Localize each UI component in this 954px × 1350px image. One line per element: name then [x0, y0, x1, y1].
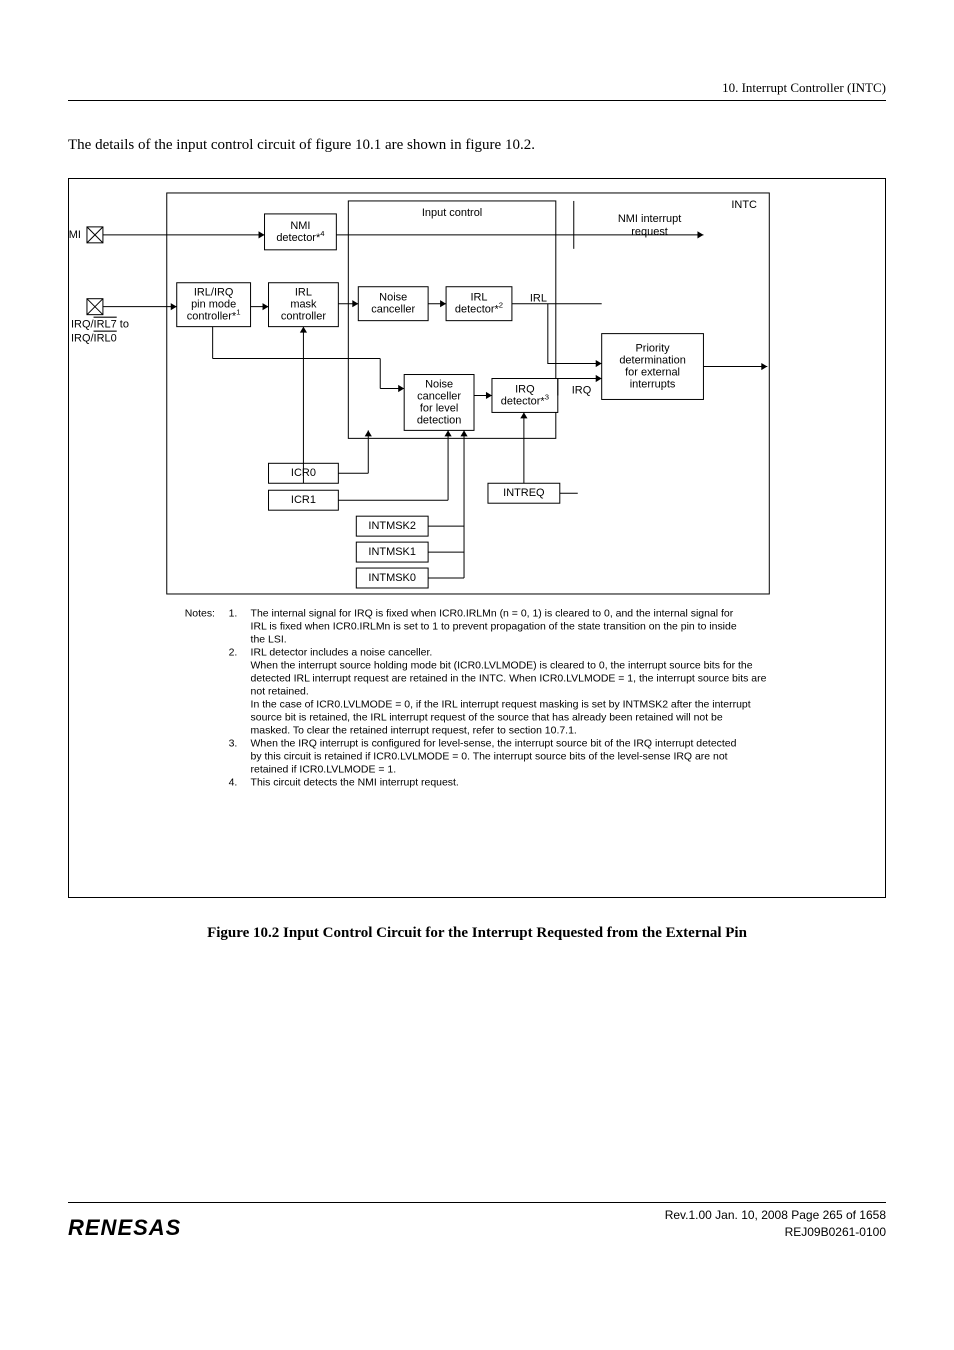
svg-text:NMI: NMI — [290, 220, 310, 232]
svg-text:When the IRQ interrupt is conf: When the IRQ interrupt is configured for… — [251, 738, 737, 749]
footer-meta: Rev.1.00 Jan. 10, 2008 Page 265 of 1658 … — [665, 1207, 886, 1241]
svg-text:NMI: NMI — [68, 229, 81, 241]
svg-text:Priority: Priority — [635, 342, 670, 354]
svg-text:not retained.: not retained. — [251, 687, 309, 698]
block-diagram: Input control INTC NMI IRQ/IRL7 toIRQ/IRL0 N… — [68, 178, 886, 898]
svg-text:for external: for external — [625, 366, 680, 378]
svg-text:canceller: canceller — [417, 390, 461, 402]
svg-text:INTREQ: INTREQ — [503, 487, 544, 499]
svg-text:IRL: IRL — [295, 287, 312, 299]
svg-text:IRL is fixed when ICR0.IRLMn i: IRL is fixed when ICR0.IRLMn is set to 1… — [251, 622, 737, 633]
svg-text:1.: 1. — [229, 609, 238, 620]
svg-text:In the case of ICR0.LVLMODE =: In the case of ICR0.LVLMODE = 0, if the … — [251, 699, 751, 710]
svg-text:3.: 3. — [229, 738, 238, 749]
svg-text:IRQ: IRQ — [572, 384, 592, 396]
svg-text:Input control: Input control — [422, 207, 482, 219]
svg-text:This circuit detects the NMI i: This circuit detects the NMI interrupt r… — [251, 777, 459, 788]
page-header: 10. Interrupt Controller (INTC) — [68, 80, 886, 101]
svg-text:the LSI.: the LSI. — [251, 635, 287, 646]
page-footer: RENESAS Rev.1.00 Jan. 10, 2008 Page 265 … — [68, 1202, 886, 1241]
svg-text:IRL: IRL — [470, 292, 487, 304]
svg-text:IRQ/IRL0: IRQ/IRL0 — [71, 332, 117, 344]
svg-text:Notes:: Notes: — [185, 609, 215, 620]
svg-text:Noise: Noise — [425, 378, 453, 390]
svg-text:2.: 2. — [229, 648, 238, 659]
svg-text:by this circuit is retained if: by this circuit is retained if ICR0.LVLM… — [251, 751, 728, 762]
svg-text:masked. To clear the retained: masked. To clear the retained interrupt … — [251, 725, 577, 736]
svg-text:INTMSK2: INTMSK2 — [368, 520, 416, 532]
footer-logo: RENESAS — [68, 1207, 181, 1241]
svg-text:INTMSK1: INTMSK1 — [368, 546, 416, 558]
svg-text:INTMSK0: INTMSK0 — [368, 572, 416, 584]
svg-text:The internal signal for IRQ is: The internal signal for IRQ is fixed whe… — [251, 609, 734, 620]
svg-text:IRL/IRQ: IRL/IRQ — [194, 287, 234, 299]
svg-text:for level: for level — [420, 402, 458, 414]
svg-text:pin mode: pin mode — [191, 299, 236, 311]
figure-caption: Figure 10.2 Input Control Circuit for th… — [68, 925, 886, 942]
svg-text:retained if ICR0.LVLMODE = 1.: retained if ICR0.LVLMODE = 1. — [251, 764, 397, 775]
svg-text:mask: mask — [290, 299, 317, 311]
svg-text:IRQ: IRQ — [515, 383, 535, 395]
svg-text:interrupts: interrupts — [630, 378, 676, 390]
footer-line2: REJ09B0261-0100 — [665, 1224, 886, 1241]
svg-text:IRQ/IRL7 to: IRQ/IRL7 to — [71, 319, 129, 331]
svg-text:detection: detection — [417, 414, 462, 426]
header-text: 10. Interrupt Controller (INTC) — [722, 80, 886, 95]
svg-text:canceller: canceller — [371, 304, 415, 316]
svg-text:IRL detector includes a noise: IRL detector includes a noise canceller. — [251, 648, 433, 659]
svg-text:IRL: IRL — [530, 293, 547, 305]
svg-text:controller: controller — [281, 311, 326, 323]
svg-text:When the interrupt source hold: When the interrupt source holding mode b… — [251, 661, 753, 672]
svg-text:Noise: Noise — [379, 292, 407, 304]
intro-paragraph: The details of the input control circuit… — [68, 137, 886, 154]
svg-text:detected IRL interrupt request: detected IRL interrupt request are retai… — [251, 674, 767, 685]
svg-text:source bit is retained, the IR: source bit is retained, the IRL interrup… — [251, 712, 723, 723]
svg-text:INTC: INTC — [731, 199, 757, 211]
svg-text:ICR1: ICR1 — [291, 494, 316, 506]
svg-text:NMI interrupt: NMI interrupt — [618, 213, 681, 225]
svg-text:4.: 4. — [229, 777, 238, 788]
footer-line1: Rev.1.00 Jan. 10, 2008 Page 265 of 1658 — [665, 1207, 886, 1224]
svg-text:determination: determination — [619, 354, 685, 366]
svg-text:request: request — [631, 226, 668, 238]
